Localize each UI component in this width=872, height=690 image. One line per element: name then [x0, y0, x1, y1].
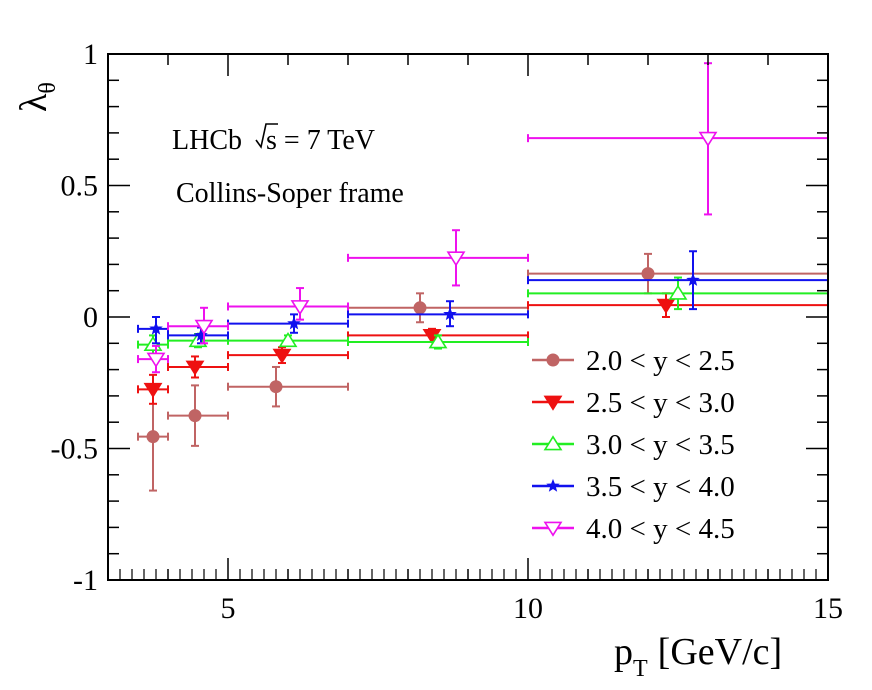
annotation-experiment: LHCb	[172, 125, 242, 156]
legend-entry: 3.5 < y < 4.0	[532, 471, 735, 503]
y-axis-title-subscript: θ	[35, 82, 61, 94]
data-point	[641, 267, 655, 281]
legend-label: 3.5 < y < 4.0	[586, 471, 735, 503]
legend-label: 3.0 < y < 3.5	[586, 429, 735, 461]
legend-marker	[546, 353, 560, 367]
x-tick-label: 15	[813, 592, 843, 625]
series-2	[137, 292, 829, 405]
data-point	[686, 273, 700, 286]
data-point	[143, 382, 163, 399]
legend-entry: 3.0 < y < 3.5	[532, 429, 735, 461]
legend-entry: 2.0 < y < 2.5	[532, 345, 735, 377]
data-point	[656, 298, 676, 314]
annotation-energy: s = 7 TeV	[266, 125, 375, 156]
legend-marker	[543, 435, 563, 451]
data-point	[428, 333, 448, 349]
data-point	[287, 316, 301, 330]
y-tick-label: -0.5	[51, 433, 99, 466]
svg-text:pT[GeV/c]: pT [GeV/c]	[614, 631, 782, 682]
data-point	[443, 307, 457, 321]
x-tick-label: 5	[221, 592, 236, 625]
series-4	[137, 250, 829, 345]
y-tick-label: 0.5	[61, 170, 99, 203]
data-point	[194, 319, 214, 335]
legend-marker	[543, 521, 563, 537]
svg-text:λθ: λθ	[13, 82, 61, 112]
data-point	[278, 331, 298, 348]
data-point	[446, 251, 466, 267]
data-point	[698, 131, 718, 147]
annotation-frame: Collins-Soper frame	[176, 178, 404, 209]
x-axis-title-unit: [GeV/c]	[658, 631, 782, 673]
x-tick-label: 10	[513, 592, 543, 625]
y-axis-title: λθ	[13, 82, 61, 112]
legend-label: 2.5 < y < 3.0	[586, 387, 735, 419]
legend-entry: 4.0 < y < 4.5	[532, 513, 735, 545]
data-point	[272, 348, 292, 364]
data-point	[413, 301, 427, 315]
data-point	[668, 284, 688, 300]
data-point	[290, 300, 310, 316]
data-point	[185, 360, 205, 376]
data-point	[269, 380, 283, 394]
data-point	[188, 409, 202, 423]
x-axis-title-symbol: p	[614, 631, 633, 673]
data-point	[146, 430, 160, 444]
legend-marker	[546, 478, 560, 492]
legend-label: 4.0 < y < 4.5	[586, 513, 735, 545]
x-axis-title-subscript: T	[633, 656, 648, 682]
data-point	[149, 321, 163, 335]
series-5	[137, 62, 829, 374]
y-tick-label: 1	[83, 38, 98, 71]
data-point	[194, 328, 208, 342]
plot-area	[137, 62, 829, 492]
y-tick-label: -1	[73, 564, 98, 597]
sqrt-symbol	[255, 123, 278, 149]
data-point	[146, 352, 166, 368]
y-tick-label: 0	[83, 301, 98, 334]
legend-entry: 2.5 < y < 3.0	[532, 387, 735, 419]
legend: 2.0 < y < 2.5 2.5 < y < 3.0 3.0 < y < 3.5 3…	[532, 345, 735, 545]
legend-label: 2.0 < y < 2.5	[586, 345, 735, 377]
x-axis-title: pT [GeV/c]	[614, 631, 782, 682]
y-axis-title-symbol: λ	[13, 93, 55, 112]
axes: 5 10 15 -1 -0.5 0 0.5 1	[51, 38, 844, 625]
series-1	[137, 252, 829, 492]
series-3	[137, 276, 829, 355]
legend-marker	[543, 395, 563, 411]
